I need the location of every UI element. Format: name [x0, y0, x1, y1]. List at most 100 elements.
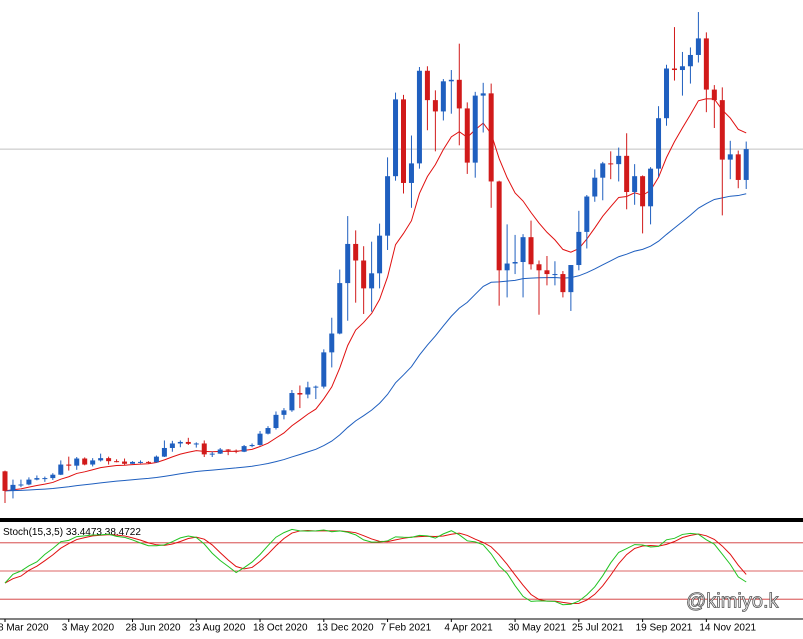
candle-body — [528, 237, 534, 265]
candle-body — [66, 464, 72, 466]
candle-body — [472, 95, 478, 163]
candle-body — [114, 461, 120, 463]
x-tick-label: 25 Jul 2021 — [572, 623, 624, 634]
candle-body — [82, 458, 88, 465]
candle-body — [161, 447, 167, 457]
candle-body — [337, 283, 343, 334]
candle-body — [408, 163, 414, 183]
x-tick-label: 3 May 2020 — [62, 623, 115, 634]
candle-body — [90, 460, 96, 465]
candle-body — [74, 458, 80, 466]
candle-body — [393, 99, 399, 177]
pane-separator — [0, 518, 803, 522]
candle-body — [106, 458, 112, 462]
candle-body — [496, 181, 502, 271]
candle-body — [600, 163, 606, 178]
x-tick-label: 4 Apr 2021 — [444, 623, 493, 634]
candle-body — [353, 243, 359, 261]
candle-body — [265, 428, 271, 434]
moving-average — [4, 98, 747, 492]
candle-body — [648, 168, 654, 207]
candle-body — [552, 274, 558, 276]
x-tick-label: 14 Nov 2021 — [699, 623, 756, 634]
candle-body — [42, 478, 48, 480]
candle-body — [568, 265, 574, 293]
candle-body — [632, 176, 638, 192]
candle-body — [640, 176, 646, 207]
candle-body — [679, 66, 685, 71]
indicator-label: Stoch(15,3,5) 33.4473 38.4722 — [3, 527, 141, 538]
candle-body — [416, 70, 422, 164]
candle-body — [273, 414, 279, 429]
candle-body — [177, 441, 183, 444]
candle-body — [153, 456, 159, 463]
candle-body — [616, 155, 622, 165]
x-tick-label: 30 May 2021 — [508, 623, 566, 634]
candle-body — [448, 79, 454, 82]
candle-body — [209, 453, 215, 455]
candle-body — [488, 93, 494, 182]
candle-body — [464, 108, 470, 163]
x-tick-label: 7 Feb 2021 — [381, 623, 432, 634]
candle-body — [727, 154, 733, 160]
candle-body — [664, 68, 670, 119]
candle-body — [305, 387, 311, 395]
candle-body — [185, 441, 191, 444]
candle-body — [98, 458, 104, 461]
candle-body — [217, 449, 223, 454]
candle-body — [169, 443, 175, 448]
candle-body — [193, 443, 199, 445]
candle-body — [377, 235, 383, 274]
stochastic-line — [4, 528, 747, 606]
candle-body — [656, 118, 662, 169]
candle-body — [735, 154, 741, 180]
candle-body — [512, 262, 518, 264]
candle-body — [432, 100, 438, 112]
x-tick-label: 13 Dec 2020 — [317, 623, 374, 634]
candle-body — [560, 274, 566, 293]
indicator-name: Stoch(15,3,5) — [3, 527, 63, 538]
candle-body — [2, 471, 8, 491]
candle-body — [201, 443, 207, 455]
candle-body — [385, 176, 391, 236]
candle-body — [58, 464, 64, 475]
candle-body — [504, 263, 510, 271]
candle-body — [233, 450, 239, 452]
candle-body — [536, 264, 542, 271]
candle-body — [241, 446, 247, 452]
candle-body — [584, 196, 590, 232]
candle-body — [313, 386, 319, 388]
candle-body — [361, 260, 367, 289]
candle-body — [520, 237, 526, 263]
candle-body — [18, 484, 24, 486]
candle-body — [10, 484, 16, 491]
candle-body — [687, 54, 693, 67]
candle-body — [401, 99, 406, 183]
candle-body — [249, 444, 255, 447]
stochastic-line — [4, 529, 747, 604]
candle-body — [130, 461, 136, 464]
candle-body — [34, 478, 40, 480]
candle-body — [743, 149, 749, 180]
candle-body — [671, 68, 677, 71]
candle-body — [719, 100, 725, 160]
candle-body — [544, 270, 550, 275]
candle-body — [456, 79, 462, 109]
x-tick-label: 8 Mar 2020 — [0, 623, 49, 634]
indicator-signal: 38.4722 — [105, 527, 142, 538]
candle-body — [703, 38, 709, 90]
candle-body — [289, 393, 295, 411]
candle-body — [608, 163, 614, 165]
candle-body — [257, 433, 263, 445]
candle-body — [624, 155, 630, 192]
candle-body — [137, 461, 143, 463]
candle-body — [345, 243, 351, 284]
candle-body — [711, 89, 717, 101]
candle-body — [369, 273, 375, 289]
x-tick-label: 18 Oct 2020 — [253, 623, 308, 634]
x-tick-label: 23 Aug 2020 — [189, 623, 246, 634]
candle-body — [225, 449, 231, 451]
indicator-main: 33.4473 — [66, 527, 103, 538]
candle-body — [145, 461, 151, 463]
